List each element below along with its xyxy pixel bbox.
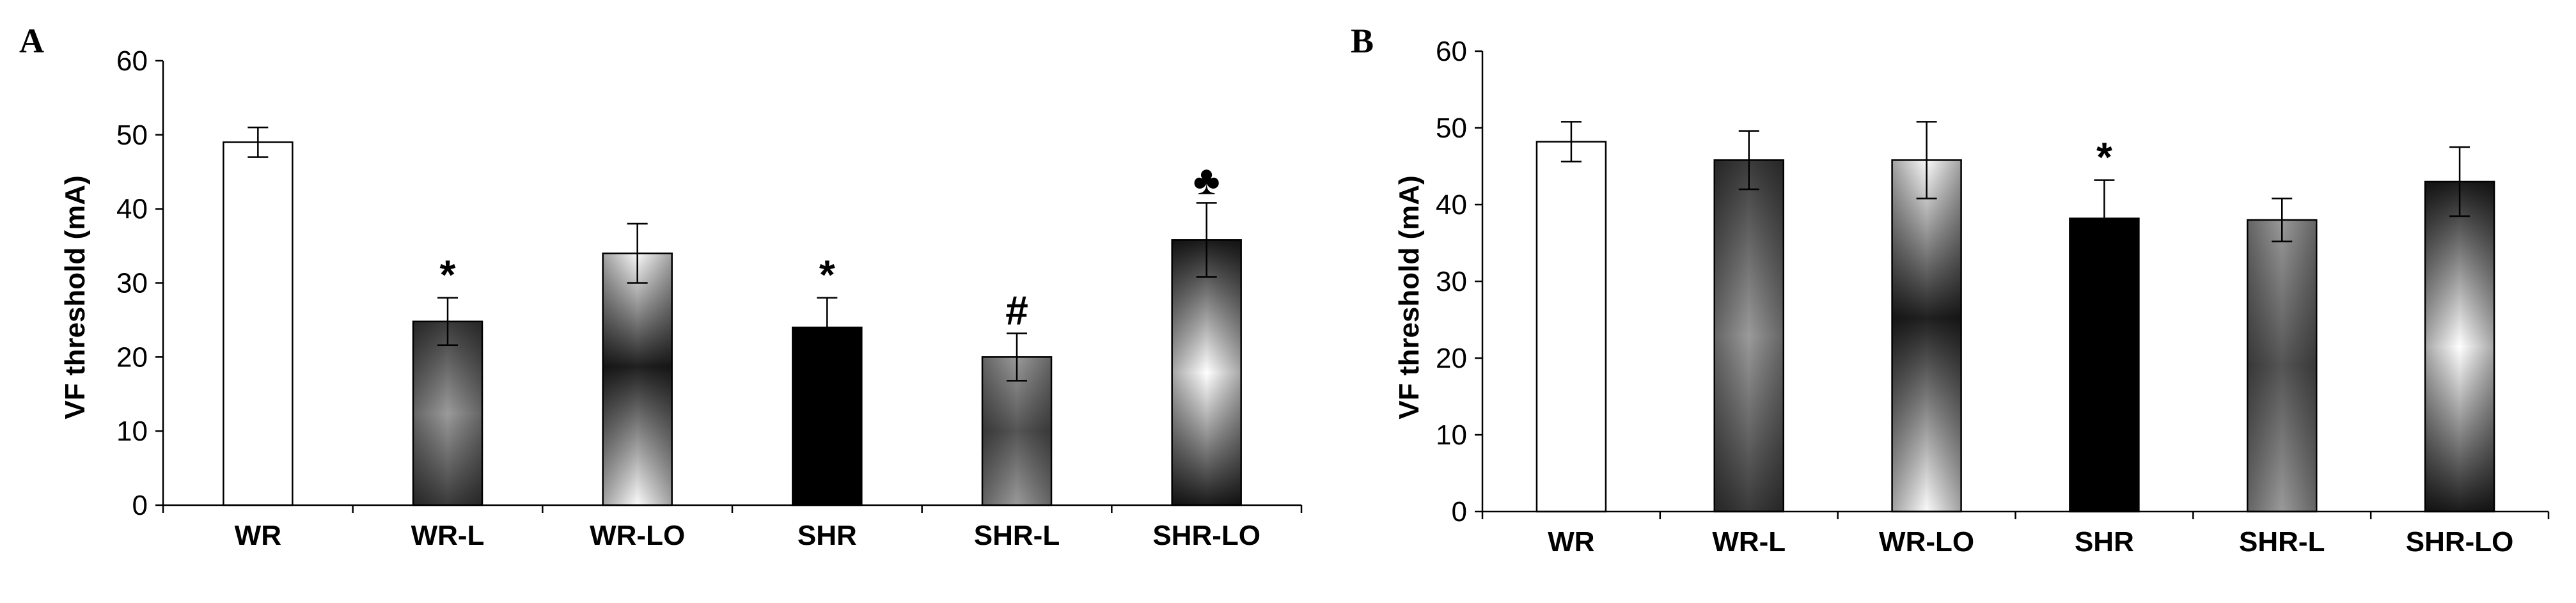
panel-label-a: A	[19, 22, 44, 60]
bar-shade-a-shr-l	[982, 357, 1051, 505]
y-tick-label-a-60: 60	[116, 45, 148, 77]
x-category-label-a-wr-lo: WR-LO	[590, 520, 685, 551]
y-tick-label-b-0: 0	[1452, 496, 1467, 528]
error-bar-b-wr-lo	[1916, 121, 1937, 200]
bar-a-wr	[223, 141, 294, 506]
x-category-label-a-wr: WR	[235, 520, 281, 551]
error-bar-a-wr	[247, 127, 269, 158]
bar-shade-a-wr-lo	[602, 253, 672, 505]
x-category-label-b-wr: WR	[1548, 526, 1594, 558]
axes-b	[1475, 50, 2550, 519]
annotations-b: *	[2096, 134, 2112, 180]
error-bar-b-wr-l	[1738, 130, 1759, 191]
bar-shade-b-wr-l	[1714, 160, 1784, 512]
y-axis-title-b: VF threshold (mA)	[1394, 175, 1425, 419]
y-tick-label-a-0: 0	[132, 490, 148, 521]
error-bar-a-shr	[817, 297, 838, 358]
x-category-label-b-shr-lo: SHR-LO	[2406, 526, 2514, 558]
error-bar-b-wr	[1560, 121, 1582, 163]
y-tick-labels-b: 0 10 20 30 40 50 60	[1436, 36, 1467, 528]
y-axis-title-a: VF threshold (mA)	[59, 175, 91, 419]
error-bar-a-wr-lo	[627, 223, 648, 284]
bar-b-wr	[1535, 141, 1607, 513]
error-bar-b-shr-lo	[2449, 146, 2470, 217]
y-tick-label-a-20: 20	[116, 341, 148, 373]
y-tick-label-b-10: 10	[1436, 419, 1467, 451]
error-bar-a-wr-l	[437, 297, 458, 347]
x-category-label-a-shr-lo: SHR-LO	[1152, 520, 1261, 551]
y-tick-label-a-50: 50	[116, 120, 148, 151]
bar-shade-a-shr-lo	[1172, 240, 1241, 505]
y-tick-label-b-50: 50	[1436, 113, 1467, 144]
x-category-label-b-wr-l: WR-L	[1712, 526, 1786, 558]
annotation-a-shr-lo: ♣	[1193, 157, 1220, 203]
y-tick-label-b-20: 20	[1436, 343, 1467, 374]
chart-panel-a: A VF threshold (mA) * * # ♣ 0 10 20 30 40 50 60 W…	[19, 22, 1303, 551]
y-tick-label-b-30: 30	[1436, 266, 1467, 297]
error-bar-a-shr-l	[1007, 333, 1027, 382]
axes-a	[155, 59, 1303, 513]
error-bar-b-shr-l	[2272, 198, 2293, 242]
x-category-label-a-shr-l: SHR-L	[974, 520, 1060, 551]
y-tick-label-a-40: 40	[116, 194, 148, 225]
y-tick-label-a-30: 30	[116, 268, 148, 299]
error-bars-a	[247, 127, 1217, 382]
annotation-a-wr-l: *	[440, 252, 456, 298]
annotation-a-shr-l: #	[1005, 287, 1028, 333]
error-bar-a-shr-lo	[1196, 202, 1217, 278]
bars-b	[1535, 141, 2495, 513]
x-category-label-b-shr: SHR	[2075, 526, 2134, 558]
y-tick-labels-a: 0 10 20 30 40 50 60	[116, 45, 148, 521]
x-category-label-b-shr-l: SHR-L	[2239, 526, 2325, 558]
y-tick-label-b-40: 40	[1436, 189, 1467, 221]
x-category-label-a-wr-l: WR-L	[411, 520, 485, 551]
bar-shade-b-wr-lo	[1892, 160, 1961, 512]
bar-shade-b-shr-lo	[2425, 182, 2495, 512]
annotation-b-shr: *	[2096, 134, 2112, 180]
y-tick-label-a-10: 10	[116, 416, 148, 447]
annotations-a: * * # ♣	[440, 157, 1220, 333]
annotation-a-shr: *	[819, 252, 835, 298]
x-category-labels-a: WR WR-L WR-LO SHR SHR-L SHR-LO	[235, 520, 1261, 551]
bar-b-shr	[2069, 217, 2140, 513]
panel-label-b: B	[1351, 22, 1374, 60]
bars-a	[223, 141, 1242, 506]
x-category-label-a-shr: SHR	[797, 520, 857, 551]
x-category-label-b-wr-lo: WR-LO	[1879, 526, 1974, 558]
bar-shade-b-shr-l	[2247, 220, 2317, 512]
y-tick-label-b-60: 60	[1436, 36, 1467, 67]
bar-shade-a-wr-l	[413, 321, 482, 505]
error-bars-b	[1560, 121, 2470, 258]
error-bar-b-shr	[2094, 179, 2115, 258]
x-category-labels-b: WR WR-L WR-LO SHR SHR-L SHR-LO	[1548, 526, 2513, 558]
